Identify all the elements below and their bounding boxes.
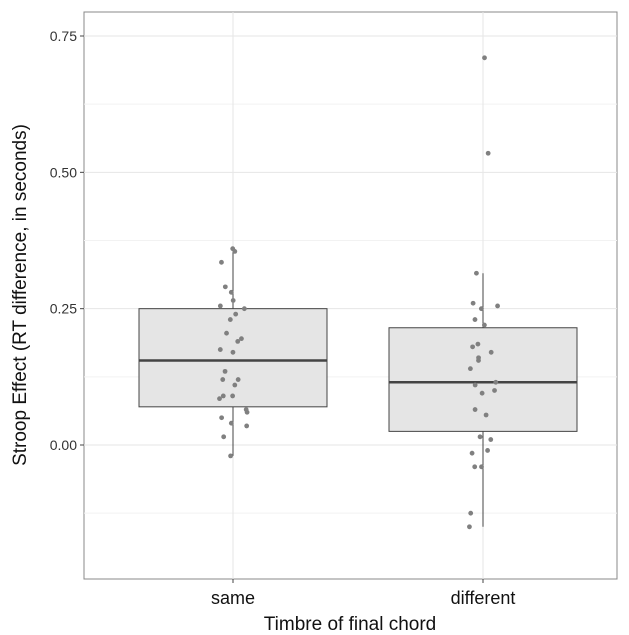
y-tick-label: 0.50 (50, 164, 77, 180)
data-point (232, 382, 238, 388)
box-same (138, 248, 328, 456)
data-point (217, 347, 223, 352)
data-point (230, 298, 236, 303)
data-point (472, 464, 478, 470)
y-tick-label: 0.00 (50, 437, 77, 453)
data-point (222, 284, 228, 290)
data-point (467, 366, 473, 372)
data-point (233, 311, 239, 317)
data-point (479, 390, 485, 396)
data-point (228, 453, 233, 459)
x-tick-label-same: same (211, 588, 255, 608)
box-body (388, 327, 578, 432)
data-point (482, 322, 487, 328)
data-point (495, 303, 500, 309)
data-point (220, 393, 226, 399)
data-point (483, 412, 489, 418)
data-point (230, 349, 236, 355)
data-point (470, 344, 476, 350)
data-point (228, 289, 234, 295)
data-point (469, 450, 475, 456)
data-point (235, 377, 241, 382)
data-point (220, 377, 226, 382)
plot-panel (83, 11, 618, 580)
data-point (227, 317, 233, 322)
data-point (235, 338, 241, 344)
data-point (474, 270, 479, 276)
y-tick-label: 0.25 (50, 301, 77, 317)
data-point (467, 524, 472, 530)
data-point (244, 409, 250, 415)
y-tick-label: 0.75 (50, 28, 77, 44)
data-point (470, 300, 476, 306)
jitter-points (217, 55, 500, 530)
data-point (217, 303, 223, 309)
x-axis: same different (211, 579, 515, 608)
data-point (488, 349, 494, 355)
data-point (232, 249, 238, 254)
x-axis-title: Timbre of final chord (264, 614, 436, 635)
data-point (244, 423, 250, 429)
data-point (468, 510, 474, 516)
data-point (493, 379, 499, 385)
data-point (482, 55, 487, 61)
y-axis-title: Stroop Effect (RT difference, in seconds… (10, 124, 31, 466)
data-point (478, 306, 484, 312)
data-point (485, 448, 490, 453)
data-point (224, 330, 229, 336)
x-tick-label-different: different (451, 588, 516, 608)
data-point (219, 415, 225, 421)
data-point (241, 306, 247, 312)
data-point (479, 464, 484, 470)
box-body (138, 308, 328, 408)
data-point (472, 382, 478, 388)
data-point (472, 407, 478, 412)
data-point (217, 396, 222, 402)
data-point (228, 420, 234, 426)
data-point (488, 437, 494, 442)
data-point (475, 341, 481, 347)
data-point (239, 336, 244, 342)
y-axis: 0.00 0.25 0.50 0.75 (50, 28, 84, 453)
data-point (477, 434, 483, 440)
box-different (388, 273, 578, 527)
data-point (219, 259, 224, 265)
boxes (138, 248, 578, 527)
data-point (221, 434, 227, 440)
data-point (230, 393, 236, 399)
data-point (485, 150, 491, 156)
data-point (476, 358, 481, 363)
data-point (472, 317, 478, 322)
data-point (222, 368, 228, 374)
data-point (492, 388, 497, 393)
